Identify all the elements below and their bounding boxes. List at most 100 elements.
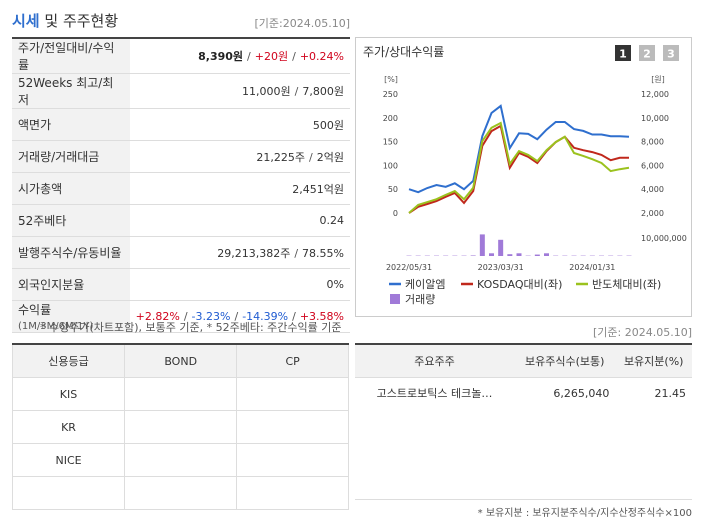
line xyxy=(408,124,629,214)
quote-table: 주가/전일대비/수익률 8,390원 / +20원 / +0.24% 52Weeks 최고/… xyxy=(12,37,350,333)
volume-bar xyxy=(516,253,522,256)
value: 0% xyxy=(326,278,344,291)
credit-table: 신용등급 BOND CP KIS KR NICE xyxy=(11,343,349,510)
value-cell: 0.24 xyxy=(129,204,350,237)
cell xyxy=(236,377,349,411)
date: [기준:2024.05.10] xyxy=(254,17,350,30)
cell xyxy=(124,377,238,411)
cell xyxy=(236,443,349,477)
row: 52Weeks 최고/최저 11,000원/7,800원 xyxy=(12,73,350,109)
separator: / xyxy=(294,246,299,260)
tab-label[interactable]: 3 xyxy=(667,48,675,61)
cell: KIS xyxy=(11,377,126,411)
value: -3.23% xyxy=(191,310,231,323)
tab-label[interactable]: 2 xyxy=(643,48,651,61)
volume-bar xyxy=(489,253,494,256)
y-tick-label: 200 xyxy=(383,114,398,123)
y2-tick-label: 4,000 xyxy=(641,185,664,194)
y-unit: [%] xyxy=(384,75,398,84)
header: 신용등급 xyxy=(11,343,126,378)
cell xyxy=(236,476,349,510)
y-tick-label: 0 xyxy=(393,209,398,218)
value-cell: 0% xyxy=(129,268,350,301)
separator: / xyxy=(292,310,296,323)
cell xyxy=(236,410,349,444)
y-tick-label: 250 xyxy=(383,90,398,99)
label: 시가총액 xyxy=(18,182,63,196)
y2-tick-label: 12,000 xyxy=(641,90,669,99)
tab[interactable] xyxy=(615,45,631,61)
label: 52주베타 xyxy=(18,214,67,228)
separator: / xyxy=(309,150,313,164)
cell: 21.45 xyxy=(654,386,687,400)
y-tick-label: 100 xyxy=(383,161,398,170)
value-cell: 11,000원/7,800원 xyxy=(129,73,350,109)
label-cell: 액면가 xyxy=(12,108,130,141)
label: 52Weeks 최고/최저 xyxy=(18,76,114,107)
separator: / xyxy=(247,50,251,63)
cell xyxy=(11,476,126,510)
legend-label: 케이알엠 xyxy=(405,277,445,291)
title-main: 시세 xyxy=(12,12,40,30)
header: 보유주식수(보통) xyxy=(514,343,616,378)
chart-title: 주가/상대수익률 xyxy=(363,45,444,59)
label: 발행주식수/유동비율 xyxy=(18,246,122,260)
note: * 수정주가(차트포함), 보통주 기준, * 52주베타: 주간수익률 기준 xyxy=(40,321,342,334)
tab-label[interactable]: 1 xyxy=(619,48,627,61)
cell xyxy=(124,476,238,510)
x-tick-label: 2024/01/31 xyxy=(569,263,615,272)
label-cell: 주가/전일대비/수익률 xyxy=(12,38,130,74)
volume-bar xyxy=(544,253,549,256)
label: 수익률 xyxy=(18,303,52,317)
label-cell: 거래량/거래대금 xyxy=(12,140,130,173)
y2-tick-label: 2,000 xyxy=(641,209,664,218)
value: 11,000원 xyxy=(242,85,291,98)
holders-frame xyxy=(355,343,692,500)
value: -14.39% xyxy=(242,310,289,323)
label-cell: 외국인지분율 xyxy=(12,268,130,301)
x-tick-label: 2022/05/31 xyxy=(386,263,432,272)
row: NICE xyxy=(11,443,349,477)
holders-note: * 보유지분 : 보유지분주식수/지수산정주식수×100 xyxy=(477,508,692,519)
holders-date: [기준: 2024.05.10] xyxy=(592,326,692,339)
value: 2억원 xyxy=(316,150,344,164)
value: 0.24 xyxy=(319,214,345,227)
row: KIS xyxy=(11,377,349,411)
x-tick-label: 2023/03/31 xyxy=(478,263,524,272)
label-cell: 수익률 (1M/3M/6M/1Y) xyxy=(12,300,130,333)
value: 2,451억원 xyxy=(292,182,344,196)
row: 수익률 (1M/3M/6M/1Y) +2.82% / -3.23% / -14.39% / +… xyxy=(12,300,350,333)
legend-swatch xyxy=(390,294,400,304)
cell: KR xyxy=(11,410,126,444)
y-tick-label: 50 xyxy=(388,185,398,194)
holders-table: 주요주주 보유주식수(보통) 보유지분(%) 고스트로보틱스 테크놀… 6,265,04… xyxy=(355,343,692,408)
row: 52주베타 0.24 xyxy=(12,204,350,237)
label: 거래량/거래대금 xyxy=(18,150,100,164)
volume-bar xyxy=(470,255,476,256)
y2-tick-label: 6,000 xyxy=(641,161,664,170)
title: 시세 및 주주현황 xyxy=(12,10,118,31)
row: KR xyxy=(11,410,349,444)
value: 7,800원 xyxy=(302,85,344,98)
header: CP xyxy=(236,343,349,378)
legend-label: 거래량 xyxy=(405,293,435,306)
legend-label: 반도체대비(좌) xyxy=(592,278,661,291)
value: +3.58% xyxy=(299,310,344,323)
header: 주요주주 xyxy=(355,343,514,378)
tab[interactable] xyxy=(639,45,655,61)
label-cell: 발행주식수/유동비율 xyxy=(12,236,130,269)
tab[interactable] xyxy=(663,45,679,61)
sublabel: (1M/3M/6M/1Y) xyxy=(18,321,94,332)
chart: 주가/상대수익률 [%] [원] 1 2 3 0 50 100 150 200 250 2,000… xyxy=(355,37,692,317)
row: 시가총액 2,451억원 xyxy=(12,172,350,205)
header: BOND xyxy=(124,343,238,378)
label: 액면가 xyxy=(18,118,52,132)
y2-tick-label: 8,000 xyxy=(641,138,664,147)
value: +0.24% xyxy=(299,50,344,63)
volume-bar xyxy=(479,234,485,256)
line xyxy=(408,121,630,214)
value-cell: 21,225주/2억원 xyxy=(129,140,350,173)
separator: / xyxy=(292,50,296,63)
value-cell: +2.82% / -3.23% / -14.39% / +3.58% xyxy=(129,300,350,333)
cell: NICE xyxy=(11,443,126,477)
